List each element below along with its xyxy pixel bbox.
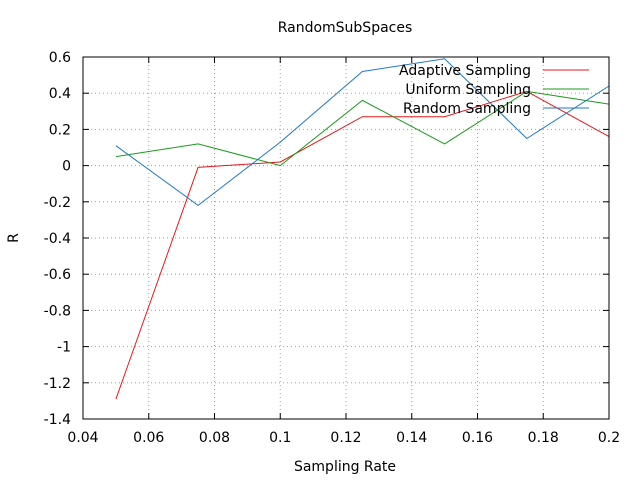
y-tick-label: -1.2 — [44, 376, 71, 392]
y-tick-label: 0.6 — [49, 50, 71, 66]
y-tick-label: -0.8 — [44, 303, 71, 319]
y-tick-label: -0.6 — [44, 267, 71, 283]
x-tick-label: 0.04 — [67, 430, 98, 446]
chart-title: RandomSubSpaces — [278, 20, 413, 36]
y-tick-label: 0.2 — [49, 122, 71, 138]
x-tick-label: 0.1 — [269, 430, 291, 446]
y-axis-label: R — [6, 233, 22, 243]
legend-label-uniform-sampling: Uniform Sampling — [405, 82, 531, 98]
series-line-adaptive-sampling — [115, 90, 610, 400]
x-tick-label: 0.18 — [528, 430, 559, 446]
x-tick-label: 0.08 — [199, 430, 230, 446]
y-tick-label: -1.4 — [44, 412, 71, 428]
x-tick-label: 0.2 — [598, 430, 620, 446]
legend-label-adaptive-sampling: Adaptive Sampling — [399, 63, 531, 79]
plot-frame — [82, 56, 610, 420]
series-line-uniform-sampling — [115, 90, 610, 167]
y-axis: 0.6 0.4 0.2 0 -0.2 -0.4 -0.6 -0.8 -1 -1.2 -1.4 — [44, 50, 609, 428]
x-tick-label: 0.14 — [396, 430, 427, 446]
x-axis: 0.04 0.06 0.08 0.1 0.12 0.14 0.16 0.18 0.2 — [67, 57, 620, 446]
y-tick-label: -0.4 — [44, 231, 71, 247]
y-tick-label: 0 — [62, 159, 71, 175]
series-line-random-sampling — [115, 58, 610, 207]
x-tick-label: 0.06 — [133, 430, 164, 446]
x-tick-label: 0.16 — [462, 430, 493, 446]
legend: Adaptive Sampling Uniform Sampling Random … — [399, 63, 589, 117]
plot-series — [115, 58, 610, 400]
legend-label-random-sampling: Random Sampling — [403, 101, 531, 117]
grid-lines — [83, 57, 609, 419]
y-tick-label: 0.4 — [49, 86, 71, 102]
y-tick-label: -1 — [57, 340, 71, 356]
y-tick-label: -0.2 — [44, 195, 71, 211]
x-axis-label: Sampling Rate — [294, 459, 396, 475]
x-tick-label: 0.12 — [330, 430, 361, 446]
